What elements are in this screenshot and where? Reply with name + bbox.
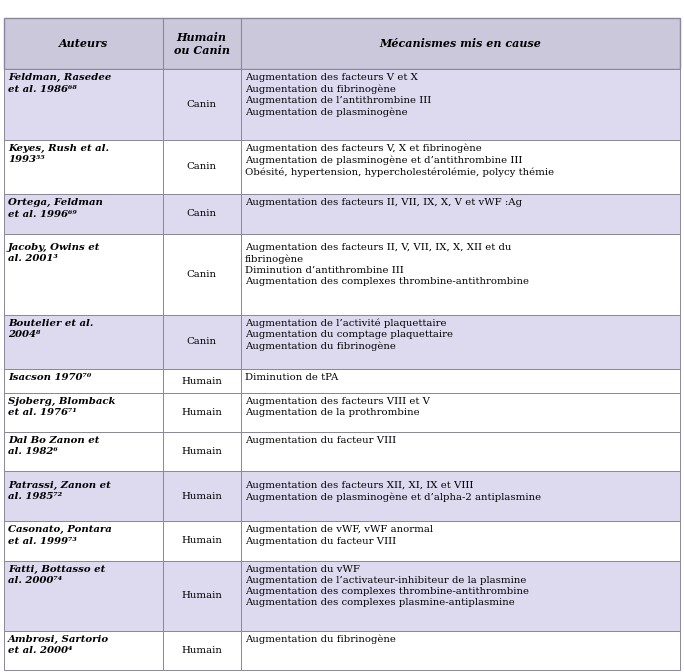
Text: Augmentation du facteur VIII: Augmentation du facteur VIII — [245, 436, 396, 446]
Bar — [241, 521, 680, 560]
Bar — [4, 18, 680, 69]
Bar — [163, 234, 241, 314]
Bar — [163, 314, 241, 370]
Text: Humain: Humain — [181, 646, 222, 655]
Bar — [241, 370, 680, 393]
Text: Patrassi, Zanon et
al. 1985⁷²: Patrassi, Zanon et al. 1985⁷² — [8, 481, 111, 501]
Bar — [241, 234, 680, 314]
Bar — [241, 393, 680, 432]
Text: Augmentation de vWF, vWF anormal
Augmentation du facteur VIII: Augmentation de vWF, vWF anormal Augment… — [245, 526, 432, 546]
Bar — [163, 194, 241, 234]
Bar — [163, 393, 241, 432]
Bar — [4, 140, 163, 194]
Bar — [163, 432, 241, 471]
Text: Fatti, Bottasso et
al. 2000⁷⁴: Fatti, Bottasso et al. 2000⁷⁴ — [8, 564, 105, 585]
Text: Sjoberg, Blomback
et al. 1976⁷¹: Sjoberg, Blomback et al. 1976⁷¹ — [8, 397, 116, 417]
Bar — [241, 560, 680, 631]
Text: Augmentation des facteurs VIII et V
Augmentation de la prothrombine: Augmentation des facteurs VIII et V Augm… — [245, 397, 430, 417]
Text: Humain: Humain — [181, 377, 222, 386]
Text: Auteurs: Auteurs — [59, 38, 108, 49]
Bar — [4, 370, 163, 393]
Text: Augmentation de l’activité plaquettaire
Augmentation du comptage plaquettaire
Au: Augmentation de l’activité plaquettaire … — [245, 319, 453, 351]
Bar — [4, 631, 163, 670]
Text: Canin: Canin — [187, 269, 217, 279]
Text: Ortega, Feldman
et al. 1996⁶⁹: Ortega, Feldman et al. 1996⁶⁹ — [8, 198, 103, 218]
Bar — [163, 560, 241, 631]
Text: Ambrosi, Sartorio
et al. 2000⁴: Ambrosi, Sartorio et al. 2000⁴ — [8, 635, 109, 655]
Bar — [4, 69, 163, 140]
Text: Canin: Canin — [187, 210, 217, 218]
Bar — [163, 521, 241, 560]
Bar — [4, 521, 163, 560]
Text: Mécanismes mis en cause: Mécanismes mis en cause — [380, 38, 541, 49]
Bar — [163, 631, 241, 670]
Text: Canin: Canin — [187, 337, 217, 347]
Text: Humain: Humain — [181, 448, 222, 456]
Text: Augmentation des facteurs V et X
Augmentation du fibrinogène
Augmentation de l’a: Augmentation des facteurs V et X Augment… — [245, 73, 431, 117]
Bar — [241, 140, 680, 194]
Bar — [163, 69, 241, 140]
Bar — [241, 631, 680, 670]
Text: Augmentation des facteurs II, VII, IX, X, V et vWF :Ag: Augmentation des facteurs II, VII, IX, X… — [245, 198, 522, 208]
Bar — [163, 370, 241, 393]
Text: Humain: Humain — [181, 536, 222, 546]
Text: Humain: Humain — [181, 492, 222, 501]
Text: Isacson 1970⁷⁰: Isacson 1970⁷⁰ — [8, 374, 91, 382]
Bar — [4, 234, 163, 314]
Text: Humain: Humain — [181, 591, 222, 600]
Text: Boutelier et al.
2004⁸: Boutelier et al. 2004⁸ — [8, 319, 94, 339]
Text: Dal Bo Zanon et
al. 1982⁶: Dal Bo Zanon et al. 1982⁶ — [8, 436, 99, 456]
Text: Augmentation du fibrinogène: Augmentation du fibrinogène — [245, 635, 395, 644]
Text: Humain: Humain — [181, 408, 222, 417]
Bar — [4, 432, 163, 471]
Bar — [4, 393, 163, 432]
Bar — [163, 471, 241, 521]
Bar — [163, 140, 241, 194]
Bar — [241, 194, 680, 234]
Text: Augmentation des facteurs V, X et fibrinogène
Augmentation de plasminogène et d’: Augmentation des facteurs V, X et fibrin… — [245, 144, 554, 177]
Bar — [4, 471, 163, 521]
Text: Canin: Canin — [187, 100, 217, 109]
Bar — [241, 471, 680, 521]
Text: Feldman, Rasedee
et al. 1986⁶⁸: Feldman, Rasedee et al. 1986⁶⁸ — [8, 73, 111, 93]
Text: Augmentation des facteurs XII, XI, IX et VIII
Augmentation de plasminogène et d’: Augmentation des facteurs XII, XI, IX et… — [245, 481, 541, 501]
Bar — [4, 560, 163, 631]
Text: Canin: Canin — [187, 163, 217, 171]
Text: Diminution de tPA: Diminution de tPA — [245, 374, 338, 382]
Text: Keyes, Rush et al.
1993⁵⁵: Keyes, Rush et al. 1993⁵⁵ — [8, 144, 109, 164]
Bar — [241, 432, 680, 471]
Text: Humain
ou Canin: Humain ou Canin — [174, 32, 230, 56]
Text: Jacoby, Owins et
al. 2001³: Jacoby, Owins et al. 2001³ — [8, 243, 101, 263]
Text: Augmentation des facteurs II, V, VII, IX, X, XII et du
fibrinogène
Diminution d’: Augmentation des facteurs II, V, VII, IX… — [245, 243, 529, 286]
Bar — [4, 194, 163, 234]
Bar — [241, 314, 680, 370]
Bar — [241, 69, 680, 140]
Text: Augmentation du vWF
Augmentation de l’activateur-inhibiteur de la plasmine
Augme: Augmentation du vWF Augmentation de l’ac… — [245, 564, 529, 607]
Text: Casonato, Pontara
et al. 1999⁷³: Casonato, Pontara et al. 1999⁷³ — [8, 526, 111, 546]
Bar — [4, 314, 163, 370]
